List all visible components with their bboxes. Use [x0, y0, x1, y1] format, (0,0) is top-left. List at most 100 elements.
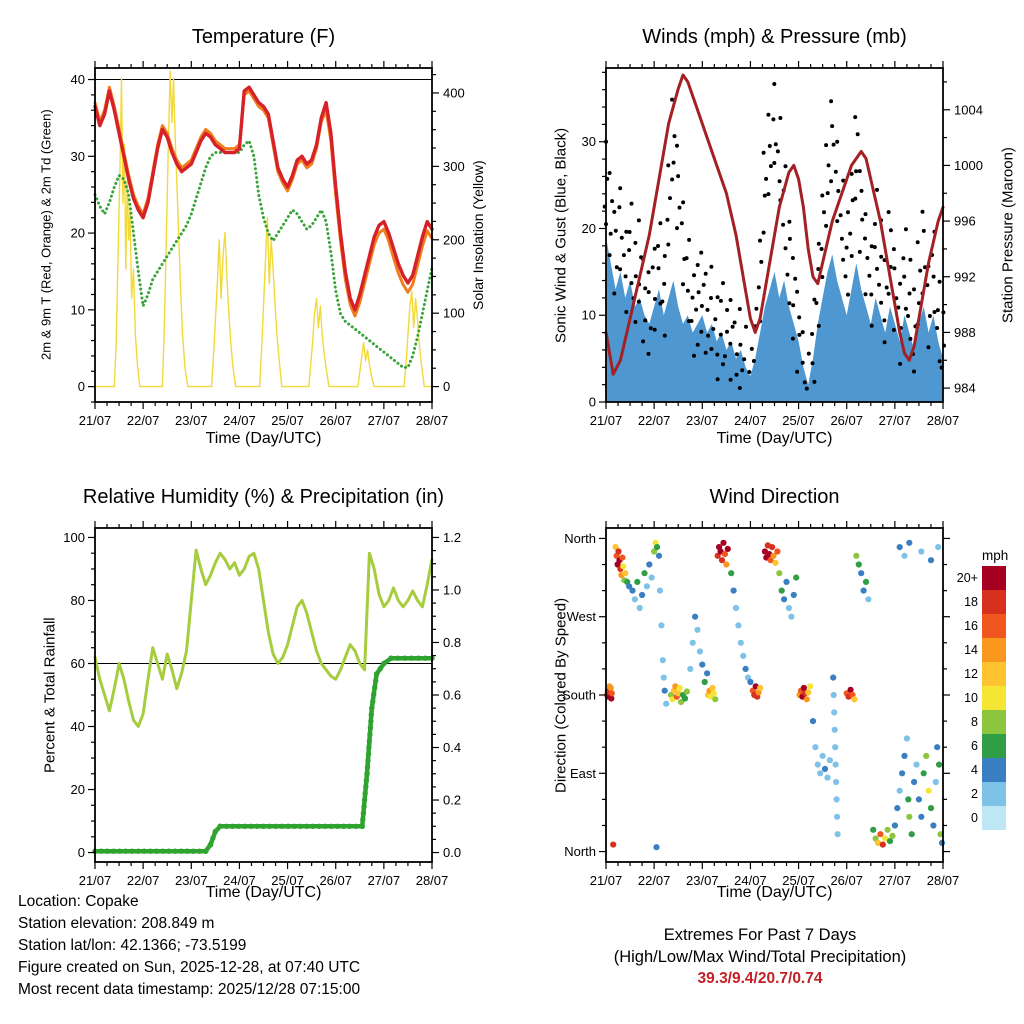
- svg-text:24/07: 24/07: [734, 873, 767, 888]
- wind-gust-axis-label: Sonic Wind & Gust (Blue, Black): [552, 127, 570, 343]
- svg-text:25/07: 25/07: [271, 873, 304, 888]
- svg-text:100: 100: [443, 306, 465, 321]
- colorbar-entry-swatch: [982, 806, 1006, 830]
- svg-text:20: 20: [71, 226, 85, 241]
- svg-text:23/07: 23/07: [175, 413, 208, 428]
- colorbar-entry-label: 12: [964, 667, 978, 681]
- svg-text:26/07: 26/07: [830, 873, 863, 888]
- svg-text:100: 100: [63, 530, 85, 545]
- svg-text:0.0: 0.0: [443, 845, 461, 860]
- colorbar-units-label: mph: [982, 548, 1009, 563]
- temperature-chart-title: Temperature (F): [191, 26, 336, 48]
- svg-text:27/07: 27/07: [879, 873, 912, 888]
- humidity-precip-chart-title: Relative Humidity (%) & Precipitation (i…: [82, 486, 445, 508]
- svg-text:East: East: [570, 766, 596, 781]
- colorbar-entry-label: 2: [971, 787, 978, 801]
- svg-text:21/07: 21/07: [79, 873, 112, 888]
- humidity-precip-chart: 21/07 22/07 23/07 24/07 25/07 26/07 27/07 28/07…: [63, 521, 461, 888]
- svg-text:200: 200: [443, 232, 465, 247]
- colorbar-entry-swatch: [982, 662, 1006, 686]
- colorbar-entry-label: 4: [971, 763, 978, 777]
- station-pressure-axis-label: Station Pressure (Maroon): [999, 147, 1017, 323]
- svg-text:23/07: 23/07: [686, 873, 719, 888]
- colorbar-entry-label: 10: [964, 691, 978, 705]
- svg-text:27/07: 27/07: [368, 413, 401, 428]
- extremes-summary: Extremes For Past 7 Days (High/Low/Max W…: [540, 926, 980, 988]
- svg-text:25/07: 25/07: [782, 873, 815, 888]
- svg-text:26/07: 26/07: [319, 413, 352, 428]
- svg-text:0: 0: [78, 379, 85, 394]
- svg-text:24/07: 24/07: [223, 873, 256, 888]
- wind-direction-chart: 21/07 22/07 23/07 24/07 25/07 26/07 27/07 28/07…: [562, 521, 959, 888]
- svg-text:1004: 1004: [954, 102, 983, 117]
- svg-text:60: 60: [71, 656, 85, 671]
- winds-x-axis-label: Time (Day/UTC): [716, 430, 833, 447]
- svg-text:992: 992: [954, 269, 976, 284]
- colorbar-entry-label: 0: [971, 811, 978, 825]
- svg-text:40: 40: [71, 719, 85, 734]
- colorbar-entry-swatch: [982, 686, 1006, 710]
- temperature-left-axis-label: 2m & 9m T (Red, Orange) & 2m Td (Green): [38, 109, 54, 361]
- wind-direction-chart-title: Wind Direction: [709, 486, 840, 508]
- svg-text:North: North: [564, 844, 596, 859]
- colorbar-swatches: 20+ 18 16 14 12 10 8 6 4 2 0: [948, 566, 1008, 830]
- direction-axis-label: Direction (Colored By Speed): [552, 597, 570, 793]
- svg-text:24/07: 24/07: [223, 413, 256, 428]
- colorbar-entry-label: 8: [971, 715, 978, 729]
- svg-text:24/07: 24/07: [734, 413, 767, 428]
- colorbar-entry: 2: [948, 782, 1008, 806]
- colorbar-entry-swatch: [982, 614, 1006, 638]
- svg-text:20: 20: [582, 221, 596, 236]
- colorbar-entry: 20+: [948, 566, 1008, 590]
- svg-text:300: 300: [443, 159, 465, 174]
- svg-text:28/07: 28/07: [927, 873, 960, 888]
- svg-text:984: 984: [954, 381, 976, 396]
- colorbar-entry: 8: [948, 710, 1008, 734]
- svg-text:0.4: 0.4: [443, 740, 461, 755]
- svg-text:26/07: 26/07: [830, 413, 863, 428]
- colorbar-entry: 6: [948, 734, 1008, 758]
- svg-text:22/07: 22/07: [638, 873, 671, 888]
- colorbar-entry: 10: [948, 686, 1008, 710]
- svg-text:South: South: [562, 688, 596, 703]
- humidity-x-axis-label: Time (Day/UTC): [205, 884, 322, 901]
- colorbar-entry-label: 20+: [956, 571, 978, 585]
- colorbar-entry: 18: [948, 590, 1008, 614]
- temperature-x-axis-label: Time (Day/UTC): [205, 430, 322, 447]
- colorbar-entry-swatch: [982, 782, 1006, 806]
- colorbar-entry-swatch: [982, 566, 1006, 590]
- svg-text:North: North: [564, 531, 596, 546]
- svg-text:23/07: 23/07: [686, 413, 719, 428]
- colorbar-entry: 0: [948, 806, 1008, 830]
- colorbar-entry-swatch: [982, 638, 1006, 662]
- svg-text:West: West: [567, 609, 597, 624]
- extremes-title: Extremes For Past 7 Days: [663, 926, 857, 944]
- svg-text:22/07: 22/07: [127, 413, 160, 428]
- svg-text:0.2: 0.2: [443, 793, 461, 808]
- extremes-values: 39.3/9.4/20.7/0.74: [697, 970, 823, 987]
- svg-text:27/07: 27/07: [368, 873, 401, 888]
- svg-text:80: 80: [71, 593, 85, 608]
- svg-text:25/07: 25/07: [782, 413, 815, 428]
- colorbar-entry-swatch: [982, 758, 1006, 782]
- colorbar-entry: 12: [948, 662, 1008, 686]
- colorbar-entry: 4: [948, 758, 1008, 782]
- svg-text:10: 10: [71, 302, 85, 317]
- colorbar-entry: 16: [948, 614, 1008, 638]
- colorbar-entry-swatch: [982, 734, 1006, 758]
- svg-text:10: 10: [582, 308, 596, 323]
- colorbar-entry-label: 14: [964, 643, 978, 657]
- svg-text:23/07: 23/07: [175, 873, 208, 888]
- svg-text:27/07: 27/07: [879, 413, 912, 428]
- svg-text:400: 400: [443, 85, 465, 100]
- svg-text:25/07: 25/07: [271, 413, 304, 428]
- svg-text:40: 40: [71, 72, 85, 87]
- colorbar-entry-swatch: [982, 710, 1006, 734]
- winds-pressure-chart: 21/07 22/07 23/07 24/07 25/07 26/07 27/07 28/07…: [582, 61, 983, 428]
- colorbar-entry: 14: [948, 638, 1008, 662]
- recent-data-timestamp-text: Most recent data timestamp: 2025/12/28 0…: [18, 981, 361, 998]
- extremes-subtitle: (High/Low/Max Wind/Total Precipitation): [613, 948, 907, 966]
- temperature-chart: 21/07 22/07 23/07 24/07 25/07 26/07 27/07 28/07…: [71, 61, 465, 428]
- station-elevation-text: Station elevation: 208.849 m: [18, 915, 215, 932]
